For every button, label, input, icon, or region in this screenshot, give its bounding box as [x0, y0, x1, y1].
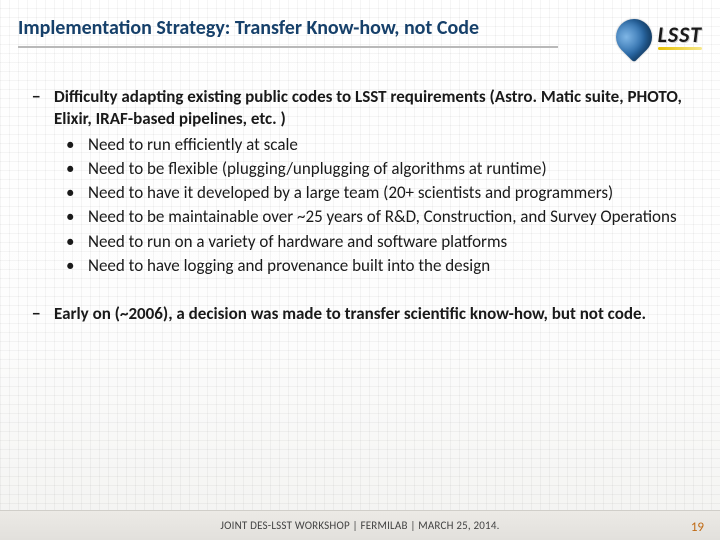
sub-text: Need to be maintainable over ~25 years o… [88, 206, 690, 228]
bullet-block-2: − Early on (~2006), a decision was made … [32, 303, 690, 325]
logo-teardrop-icon [608, 12, 659, 63]
lsst-logo: LSST [582, 16, 702, 58]
logo-text: LSST [658, 24, 702, 46]
bullet-dot-icon: • [66, 231, 88, 253]
sub-text: Need to have it developed by a large tea… [88, 182, 690, 204]
sub-text: Need to be flexible (plugging/unplugging… [88, 158, 690, 180]
sublist-1: • Need to run efficiently at scale • Nee… [66, 134, 690, 277]
bullet-body-1: Difficulty adapting existing public code… [54, 86, 690, 279]
bullet-dot-icon: • [66, 158, 88, 180]
bullet-dot-icon: • [66, 206, 88, 228]
footer-text: JOINT DES-LSST WORKSHOP | FERMILAB | MAR… [220, 519, 499, 532]
sub-item: • Need to have it developed by a large t… [66, 182, 690, 204]
sub-item: • Need to have logging and provenance bu… [66, 255, 690, 277]
title-row: Implementation Strategy: Transfer Know-h… [18, 16, 702, 58]
sub-text: Need to run on a variety of hardware and… [88, 231, 690, 253]
sub-item: • Need to run on a variety of hardware a… [66, 231, 690, 253]
sub-item: • Need to be maintainable over ~25 years… [66, 206, 690, 228]
slide-title: Implementation Strategy: Transfer Know-h… [18, 16, 558, 48]
page-number: 19 [691, 520, 704, 535]
dash-marker: − [32, 86, 54, 279]
sub-text: Need to run efficiently at scale [88, 134, 690, 156]
bullet-dot-icon: • [66, 134, 88, 156]
footer-bar: JOINT DES-LSST WORKSHOP | FERMILAB | MAR… [0, 510, 720, 540]
logo-underline [658, 47, 702, 50]
bullet-dot-icon: • [66, 182, 88, 204]
bullet-body-2: Early on (~2006), a decision was made to… [54, 303, 690, 325]
bullet-lead-1: Difficulty adapting existing public code… [54, 86, 690, 130]
bullet-block-1: − Difficulty adapting existing public co… [32, 86, 690, 279]
sub-item: • Need to be flexible (plugging/unpluggi… [66, 158, 690, 180]
bullet-dot-icon: • [66, 255, 88, 277]
dash-marker: − [32, 303, 54, 325]
sub-text: Need to have logging and provenance buil… [88, 255, 690, 277]
logo-text-col: LSST [658, 24, 702, 50]
content-area: − Difficulty adapting existing public co… [32, 86, 690, 331]
sub-item: • Need to run efficiently at scale [66, 134, 690, 156]
bullet-lead-2: Early on (~2006), a decision was made to… [54, 303, 690, 325]
